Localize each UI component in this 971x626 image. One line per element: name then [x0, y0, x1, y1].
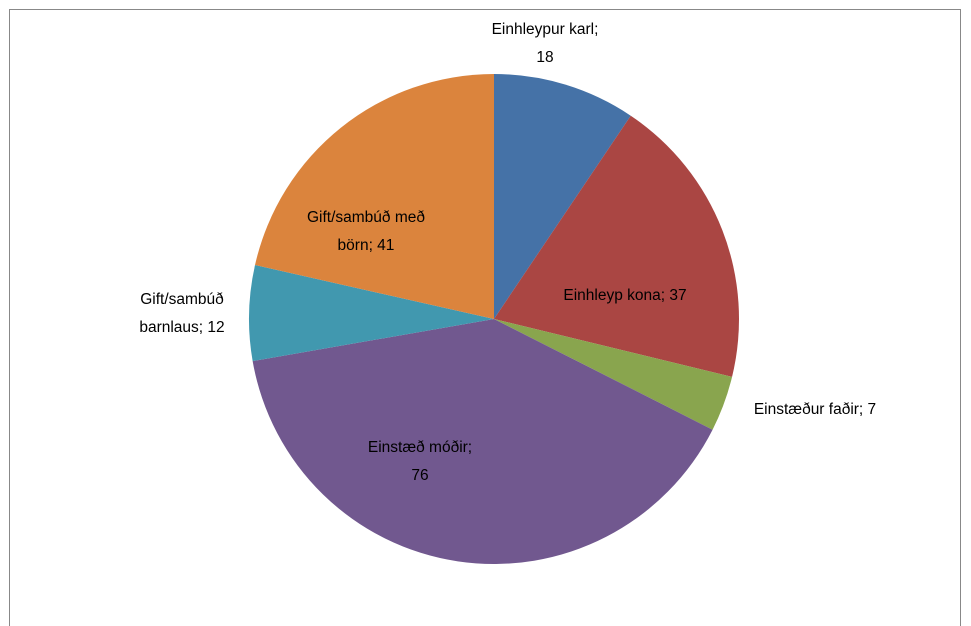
data-label: Einhleypur karl; [492, 21, 599, 38]
data-label: 76 [411, 467, 428, 484]
data-label: barnlaus; 12 [139, 319, 224, 336]
data-label: 18 [536, 49, 553, 66]
pie-slice [252, 319, 713, 564]
data-label: Gift/sambúð með [307, 209, 425, 226]
data-label: Gift/sambúð [140, 291, 224, 308]
data-label: Einstæður faðir; 7 [754, 401, 876, 418]
pie-slice [249, 265, 494, 362]
data-label: börn; 41 [338, 237, 395, 254]
pie-slice [494, 74, 631, 319]
pie-slice [494, 115, 739, 377]
pie-slice [494, 319, 733, 430]
data-label: Einhleyp kona; 37 [563, 287, 686, 304]
pie-slice [255, 74, 494, 319]
data-label: Einstæð móðir; [368, 439, 472, 456]
